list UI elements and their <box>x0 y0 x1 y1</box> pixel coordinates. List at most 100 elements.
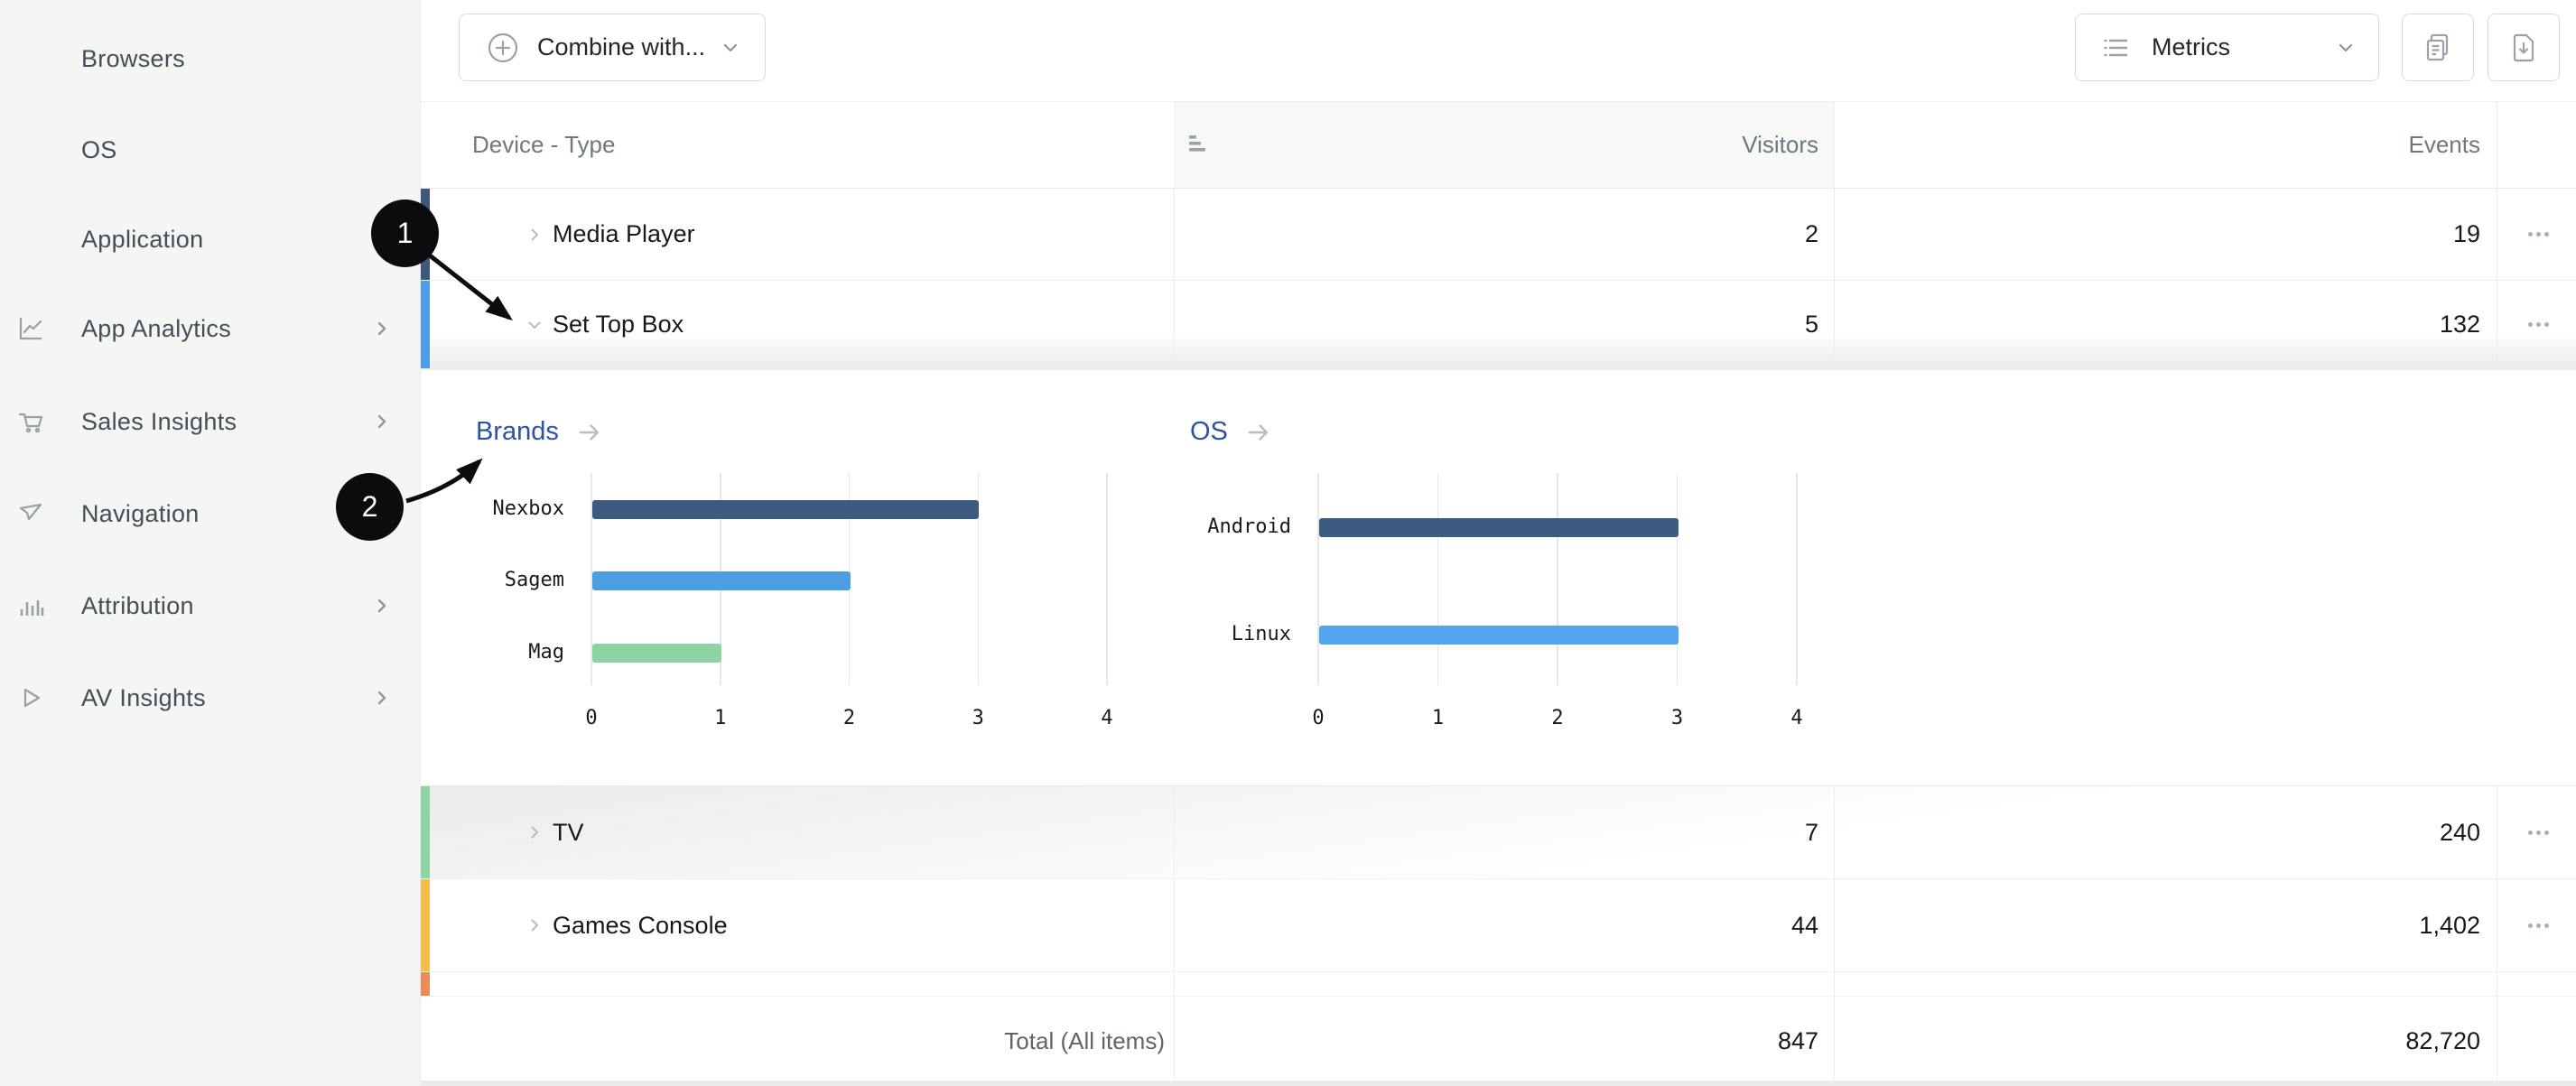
row-name: TV <box>553 818 584 846</box>
sort-icon <box>1189 135 1207 155</box>
events-value: 19 <box>1835 189 2497 280</box>
visitors-value: 7 <box>1175 786 1835 878</box>
row-name: Games Console <box>553 911 728 939</box>
table-row-set-top-box[interactable]: Set Top Box 5 132 <box>421 281 2576 369</box>
chevron-down-icon[interactable] <box>525 316 544 334</box>
gridline <box>977 473 979 685</box>
table-row-tv[interactable]: TV 7 240 <box>421 786 2576 879</box>
sidebar: Browsers OS Application App Analytics Sa… <box>0 0 421 1086</box>
ellipsis-icon[interactable] <box>2528 232 2549 237</box>
gridline <box>591 473 592 685</box>
row-name: Set Top Box <box>553 311 684 338</box>
x-tick-label: 4 <box>1101 707 1113 729</box>
arrow-right-icon <box>577 422 602 443</box>
visitors-value: 2 <box>1175 189 1835 280</box>
sidebar-item-application[interactable]: Application <box>0 214 421 265</box>
sidebar-item-sales-insights[interactable]: Sales Insights <box>0 396 421 447</box>
x-tick-label: 1 <box>714 707 727 729</box>
row-actions[interactable] <box>2497 189 2576 280</box>
bar-android <box>1319 517 1679 537</box>
x-tick-label: 4 <box>1790 707 1803 729</box>
x-tick-label: 1 <box>1431 707 1445 729</box>
events-value: 1,402 <box>1835 879 2497 971</box>
play-icon <box>16 683 45 712</box>
brands-link[interactable]: Brands <box>476 417 602 447</box>
sidebar-item-browsers[interactable]: Browsers <box>0 33 421 84</box>
x-tick-label: 0 <box>585 707 598 729</box>
chevron-right-icon <box>372 596 392 616</box>
bar-linux <box>1319 625 1679 645</box>
file-download-icon <box>2507 32 2540 64</box>
sidebar-item-navigation[interactable]: Navigation <box>0 488 421 539</box>
row-color-strip <box>421 879 430 971</box>
column-header-device-type[interactable]: Device - Type <box>472 131 616 158</box>
sidebar-item-label: Navigation <box>81 499 200 527</box>
annotation-badge-1: 1 <box>371 200 439 267</box>
chevron-right-icon[interactable] <box>525 226 544 244</box>
events-value: 132 <box>1835 281 2497 368</box>
ellipsis-icon[interactable] <box>2528 322 2549 327</box>
horizontal-scrollbar[interactable] <box>421 1081 2576 1086</box>
x-tick-label: 2 <box>1551 707 1564 729</box>
sidebar-item-app-analytics[interactable]: App Analytics <box>0 303 421 354</box>
sidebar-item-label: App Analytics <box>81 314 231 342</box>
sidebar-item-label: AV Insights <box>81 683 206 711</box>
events-value: 240 <box>1835 786 2497 878</box>
main-content: Combine with... Metrics <box>421 0 2576 1086</box>
row-actions[interactable] <box>2497 281 2576 368</box>
visitors-value: 44 <box>1175 879 1835 971</box>
table-row-games-console[interactable]: Games Console 44 1,402 <box>421 879 2576 972</box>
ellipsis-icon[interactable] <box>2528 830 2549 835</box>
table-total-row: Total (All items) 847 82,720 <box>421 997 2576 1086</box>
sidebar-item-os[interactable]: OS <box>0 125 421 175</box>
x-tick-label: 0 <box>1312 707 1325 729</box>
total-events: 82,720 <box>1835 997 2497 1086</box>
table-row-media-player[interactable]: Media Player 2 19 <box>421 189 2576 281</box>
y-category-label: Linux <box>1231 623 1291 645</box>
row-actions[interactable] <box>2497 879 2576 971</box>
row-color-strip <box>421 786 430 878</box>
bar-nexbox <box>592 499 980 519</box>
list-icon <box>2101 32 2132 63</box>
column-header-visitors[interactable]: Visitors <box>1175 102 1835 188</box>
combine-with-label: Combine with... <box>537 33 706 60</box>
total-visitors: 847 <box>1175 997 1835 1086</box>
row-actions[interactable] <box>2497 786 2576 878</box>
chevron-right-icon <box>372 319 392 339</box>
paper-plane-icon <box>16 499 45 528</box>
sidebar-item-av-insights[interactable]: AV Insights <box>0 673 421 723</box>
cart-icon <box>16 407 45 436</box>
ellipsis-icon[interactable] <box>2528 923 2549 928</box>
y-category-label: Android <box>1207 515 1291 538</box>
bar-chart-icon <box>16 591 45 620</box>
os-link[interactable]: OS <box>1190 417 1271 447</box>
visitors-value: 5 <box>1175 281 1835 368</box>
table-row-partial <box>421 972 2576 997</box>
chevron-right-icon[interactable] <box>525 916 544 934</box>
chevron-right-icon <box>372 412 392 432</box>
y-category-label: Nexbox <box>492 497 564 520</box>
row-color-strip <box>421 972 430 996</box>
chevron-right-icon <box>372 688 392 708</box>
sidebar-item-label: OS <box>81 135 117 163</box>
sidebar-item-label: Sales Insights <box>81 407 237 435</box>
x-tick-label: 3 <box>972 707 984 729</box>
sidebar-item-attribution[interactable]: Attribution <box>0 580 421 631</box>
metrics-dropdown[interactable]: Metrics <box>2075 14 2379 81</box>
copy-icon <box>2422 32 2454 64</box>
export-button[interactable] <box>2488 14 2560 81</box>
sidebar-item-label: Attribution <box>81 591 194 619</box>
chevron-right-icon[interactable] <box>525 823 544 841</box>
table-header: Device - Type Visitors Events <box>421 101 2576 189</box>
copy-button[interactable] <box>2402 14 2474 81</box>
plus-circle-icon <box>487 32 519 64</box>
expanded-charts-panel: Brands OS 0 1 2 3 4 Nexbox Sagem Mag 0 1 2 3 4 Andro… <box>421 369 2576 786</box>
y-category-label: Mag <box>528 641 564 664</box>
column-header-events[interactable]: Events <box>1835 102 2497 188</box>
line-chart-icon <box>16 314 45 343</box>
combine-with-button[interactable]: Combine with... <box>459 14 766 81</box>
gridline <box>1437 473 1439 685</box>
bar-sagem <box>592 571 851 590</box>
gridline <box>1676 473 1679 685</box>
